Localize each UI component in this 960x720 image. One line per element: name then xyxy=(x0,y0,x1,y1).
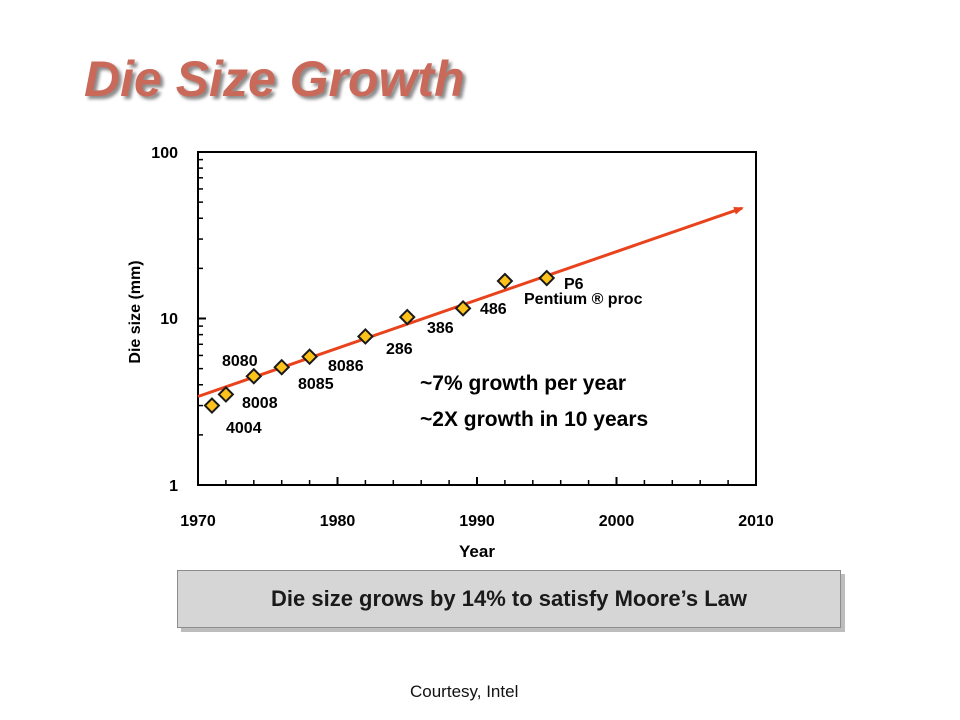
courtesy-credit: Courtesy, Intel xyxy=(410,682,519,701)
point-label-p6: P6 xyxy=(564,276,584,293)
annotation-growth-per-year: ~7% growth per year xyxy=(420,372,626,395)
annotation-growth-10-years: ~2X growth in 10 years xyxy=(420,408,648,431)
x-tick-label-1990: 1990 xyxy=(459,513,495,530)
point-label-4004: 4004 xyxy=(226,420,262,437)
die-size-chart: 100 10 1 1970 1980 1990 2000 2010 Year D… xyxy=(127,145,774,560)
point-label-8085: 8085 xyxy=(298,376,334,393)
point-label-486: 486 xyxy=(480,301,507,318)
moores-law-banner: Die size grows by 14% to satisfy Moore’s… xyxy=(177,570,841,628)
data-point-8080 xyxy=(245,367,263,385)
y-tick-label-1: 1 xyxy=(169,478,178,495)
data-point-4004 xyxy=(203,397,221,414)
point-label-386: 386 xyxy=(427,320,454,337)
x-axis-label: Year xyxy=(459,542,495,560)
data-point-386 xyxy=(398,308,416,326)
trend-line xyxy=(197,206,744,398)
data-point-486 xyxy=(454,299,472,317)
data-point-8085 xyxy=(273,358,291,376)
plot-area-frame xyxy=(197,151,757,486)
point-label-8008: 8008 xyxy=(242,395,278,412)
data-point-8008 xyxy=(217,385,235,403)
banner-text: Die size grows by 14% to satisfy Moore’s… xyxy=(271,586,747,611)
y-axis-label: Die size (mm) xyxy=(127,260,144,363)
point-label-286: 286 xyxy=(386,341,413,358)
slide-title: Die Size Growth xyxy=(84,51,465,107)
point-label-8080: 8080 xyxy=(222,353,258,370)
y-tick-label-100: 100 xyxy=(151,145,178,162)
trend-group xyxy=(197,206,744,398)
data-point-p6 xyxy=(538,269,556,287)
y-minor-ticks xyxy=(198,151,206,486)
x-tick-label-2010: 2010 xyxy=(738,513,774,530)
point-label-pentium: Pentium ® proc xyxy=(524,291,643,308)
data-point-286 xyxy=(356,328,374,345)
x-minor-ticks xyxy=(197,477,757,485)
x-tick-label-1970: 1970 xyxy=(180,513,216,530)
data-points xyxy=(203,269,556,414)
point-label-8086: 8086 xyxy=(328,358,364,375)
x-tick-label-2000: 2000 xyxy=(599,513,635,530)
y-tick-label-10: 10 xyxy=(160,311,178,328)
data-point-pentium-proc xyxy=(496,272,514,290)
x-tick-label-1980: 1980 xyxy=(320,513,356,530)
data-point-8086 xyxy=(301,348,319,366)
